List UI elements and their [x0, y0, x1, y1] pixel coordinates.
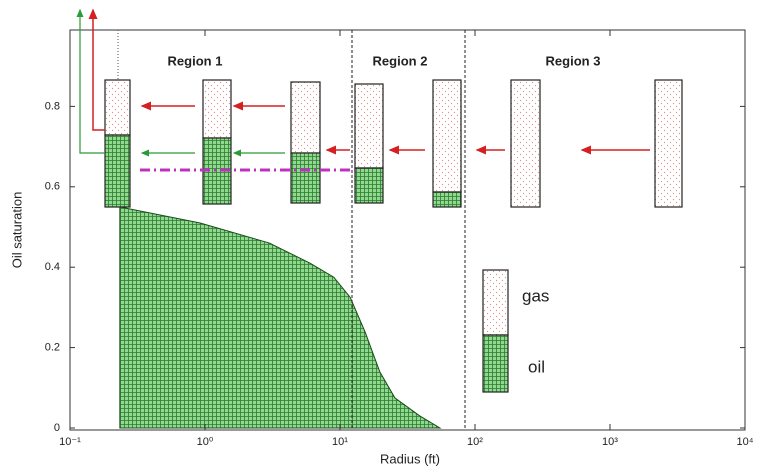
region-label: Region 2 — [373, 53, 428, 68]
legend-label: gas — [522, 286, 549, 305]
y-axis-label: Oil saturation — [9, 192, 24, 269]
x-tick-label: 10⁰ — [197, 436, 214, 448]
gas-box — [290, 81, 321, 154]
y-tick-label: 0.4 — [45, 261, 60, 273]
region-label: Region 1 — [168, 53, 223, 68]
schematic: Region 1 Region 2 Region 3 gas oil — [76, 8, 683, 430]
y-tick-label: 0 — [54, 422, 60, 434]
x-tick-label: 10⁻¹ — [59, 436, 81, 448]
gas-box — [510, 79, 541, 208]
oil-saturation-area — [119, 206, 442, 429]
oil-box — [432, 191, 462, 208]
gas-box — [104, 79, 131, 136]
gas-box — [432, 79, 462, 193]
region-label: Region 3 — [546, 53, 601, 68]
oil-box — [290, 152, 321, 204]
oil-box — [104, 134, 131, 208]
x-tick-label: 10⁴ — [737, 436, 754, 448]
y-tick-label: 0.6 — [45, 181, 60, 193]
x-tick-label: 10¹ — [332, 436, 348, 448]
x-tick-label: 10³ — [602, 436, 618, 448]
flow-arrows — [76, 8, 285, 157]
x-axis-label: Radius (ft) — [380, 451, 440, 466]
y-tick-label: 0.8 — [45, 100, 60, 112]
legend-label: oil — [528, 357, 545, 376]
plot-frame — [69, 29, 746, 431]
gas-box — [202, 79, 232, 139]
plot-layer — [119, 206, 442, 429]
legend-oil — [482, 334, 509, 393]
oil-box — [354, 167, 384, 204]
legend-gas — [482, 269, 509, 336]
gas-box — [654, 79, 683, 208]
x-tick-label: 10² — [467, 436, 483, 448]
y-tick-label: 0.2 — [45, 342, 60, 354]
gas-box — [354, 83, 384, 169]
flow-arrows — [88, 8, 650, 155]
